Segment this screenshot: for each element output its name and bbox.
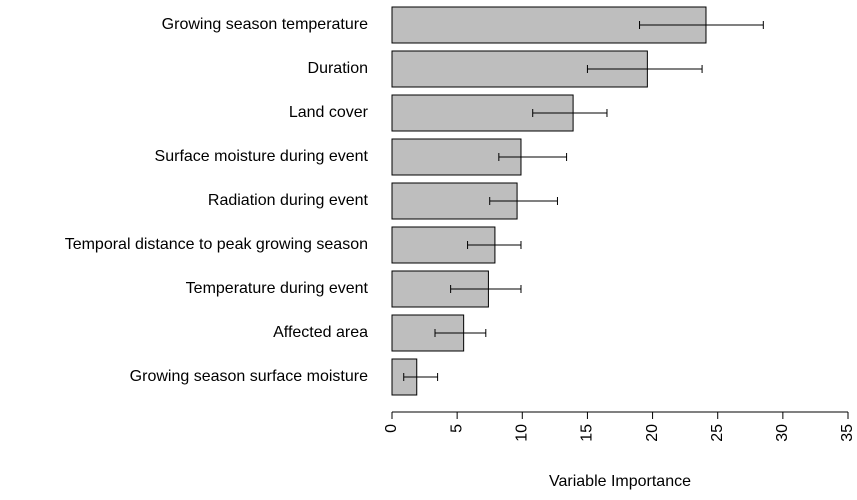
y-tick-label: Temporal distance to peak growing season	[65, 236, 368, 253]
x-tick-label: 30	[774, 424, 791, 442]
y-tick-label: Duration	[308, 60, 368, 77]
y-tick-label: Growing season temperature	[162, 16, 368, 33]
y-tick-label: Land cover	[289, 104, 369, 121]
error-bar	[467, 241, 522, 249]
x-axis-label: Variable Importance	[549, 473, 691, 490]
error-bar	[639, 21, 764, 29]
x-tick-label: 35	[839, 424, 856, 442]
x-tick-label: 0	[383, 424, 400, 433]
error-bar	[532, 109, 608, 117]
y-tick-label: Surface moisture during event	[155, 148, 369, 165]
y-tick-label: Growing season surface moisture	[130, 368, 368, 385]
x-tick-label: 10	[514, 424, 531, 442]
x-tick-label: 25	[709, 424, 726, 442]
y-tick-label: Temperature during event	[186, 280, 369, 297]
y-tick-label: Radiation during event	[208, 192, 369, 209]
error-bar	[403, 373, 439, 381]
error-bar	[586, 65, 703, 73]
error-bar	[434, 329, 487, 337]
error-bar	[489, 197, 558, 205]
error-bar	[450, 285, 522, 293]
x-tick-label: 20	[644, 424, 661, 442]
y-tick-label: Affected area	[273, 324, 368, 341]
error-bar	[498, 153, 568, 161]
x-tick-label: 5	[448, 424, 465, 433]
x-tick-label: 15	[579, 424, 596, 442]
